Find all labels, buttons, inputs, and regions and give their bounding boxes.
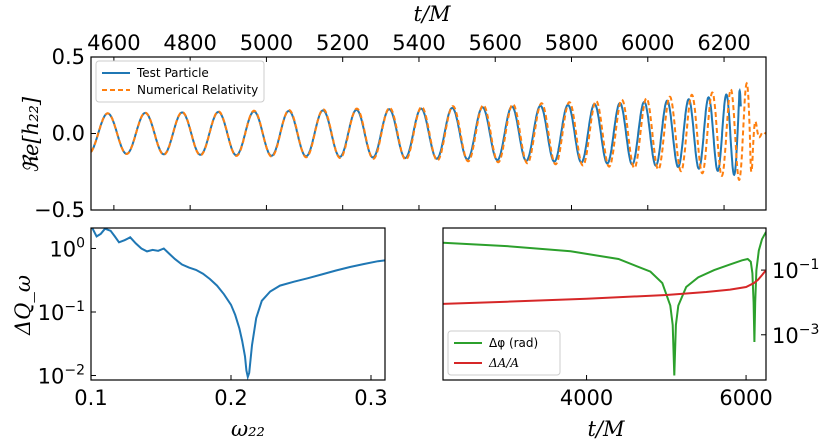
top-ytick-label: −0.5 bbox=[34, 198, 85, 222]
br-xlabel: t/M bbox=[587, 417, 625, 441]
top-ytick-label: 0.5 bbox=[52, 45, 85, 69]
series-test-particle-line bbox=[91, 87, 742, 177]
bl-xtick-label: 0.1 bbox=[74, 386, 107, 410]
bl-ylabel: ΔQ_ω bbox=[11, 275, 35, 336]
top-legend: Test Particle Numerical Relativity bbox=[95, 60, 265, 103]
br-ytick-label: 10−1 bbox=[772, 257, 819, 283]
top-xtick-label: 5600 bbox=[469, 31, 522, 55]
bottom-left-panel: ΔQ_ω ω₂₂ 0.1 0.2 0.3 100 10−1 10−2 bbox=[11, 227, 388, 441]
top-xtick-label: 5800 bbox=[545, 31, 598, 55]
series-delta-phi-line bbox=[443, 231, 766, 376]
top-ytick-label: 0.0 bbox=[52, 122, 85, 146]
top-xtick-label: 4600 bbox=[87, 31, 140, 55]
top-yticks: 0.5 0.0 −0.5 bbox=[34, 45, 96, 222]
br-legend: Δφ (rad) ΔA/A bbox=[447, 330, 561, 376]
bl-xlabel: ω₂₂ bbox=[231, 417, 265, 441]
top-xlabel: t/M bbox=[413, 2, 451, 26]
top-xticks: 4600 4800 5000 5200 5400 5600 5800 6000 6200 bbox=[87, 31, 751, 210]
top-xtick-label: 4800 bbox=[163, 31, 216, 55]
series-numerical-relativity-line bbox=[91, 81, 766, 181]
top-legend-box bbox=[95, 60, 265, 103]
series-delta-q-line bbox=[91, 228, 385, 380]
bl-ytick-label: 10−1 bbox=[38, 299, 85, 325]
br-ytick-label: 10−3 bbox=[772, 322, 819, 348]
bottom-right-panel: t/M 4000 6000 10−1 10−3 Δφ (rad) ΔA/A bbox=[442, 227, 819, 441]
br-xtick-label: 6000 bbox=[719, 386, 772, 410]
legend-delta-phi-label: Δφ (rad) bbox=[489, 336, 538, 350]
bl-axes-frame bbox=[90, 227, 386, 381]
series-delta-a-line bbox=[443, 269, 766, 305]
top-axes-frame bbox=[90, 56, 767, 211]
top-xtick-label: 5200 bbox=[316, 31, 369, 55]
bl-xtick-label: 0.2 bbox=[214, 386, 247, 410]
bl-ytick-label: 100 bbox=[49, 235, 85, 261]
top-panel: t/M ℜe[h₂₂] 4600 4800 5000 5200 5400 5600 5800… bbox=[19, 2, 767, 222]
top-xtick-label: 6000 bbox=[621, 31, 674, 55]
legend-numerical-relativity-label: Numerical Relativity bbox=[137, 83, 258, 97]
br-xtick-label: 4000 bbox=[560, 386, 613, 410]
top-xtick-label: 5400 bbox=[392, 31, 445, 55]
top-xtick-label: 5000 bbox=[240, 31, 293, 55]
br-yticks: 10−1 10−3 bbox=[761, 257, 819, 348]
top-xtick-label: 6200 bbox=[697, 31, 750, 55]
legend-test-particle-label: Test Particle bbox=[136, 66, 209, 80]
br-xticks: 4000 6000 bbox=[560, 375, 773, 410]
bl-yticks: 100 10−1 10−2 bbox=[38, 235, 96, 389]
bl-xticks: 0.1 0.2 0.3 bbox=[74, 375, 388, 410]
legend-delta-a-label: ΔA/A bbox=[488, 356, 519, 370]
bl-xtick-label: 0.3 bbox=[354, 386, 387, 410]
top-ylabel: ℜe[h₂₂] bbox=[19, 96, 43, 173]
bl-ytick-label: 10−2 bbox=[38, 363, 85, 389]
br-axes-frame bbox=[442, 227, 767, 381]
